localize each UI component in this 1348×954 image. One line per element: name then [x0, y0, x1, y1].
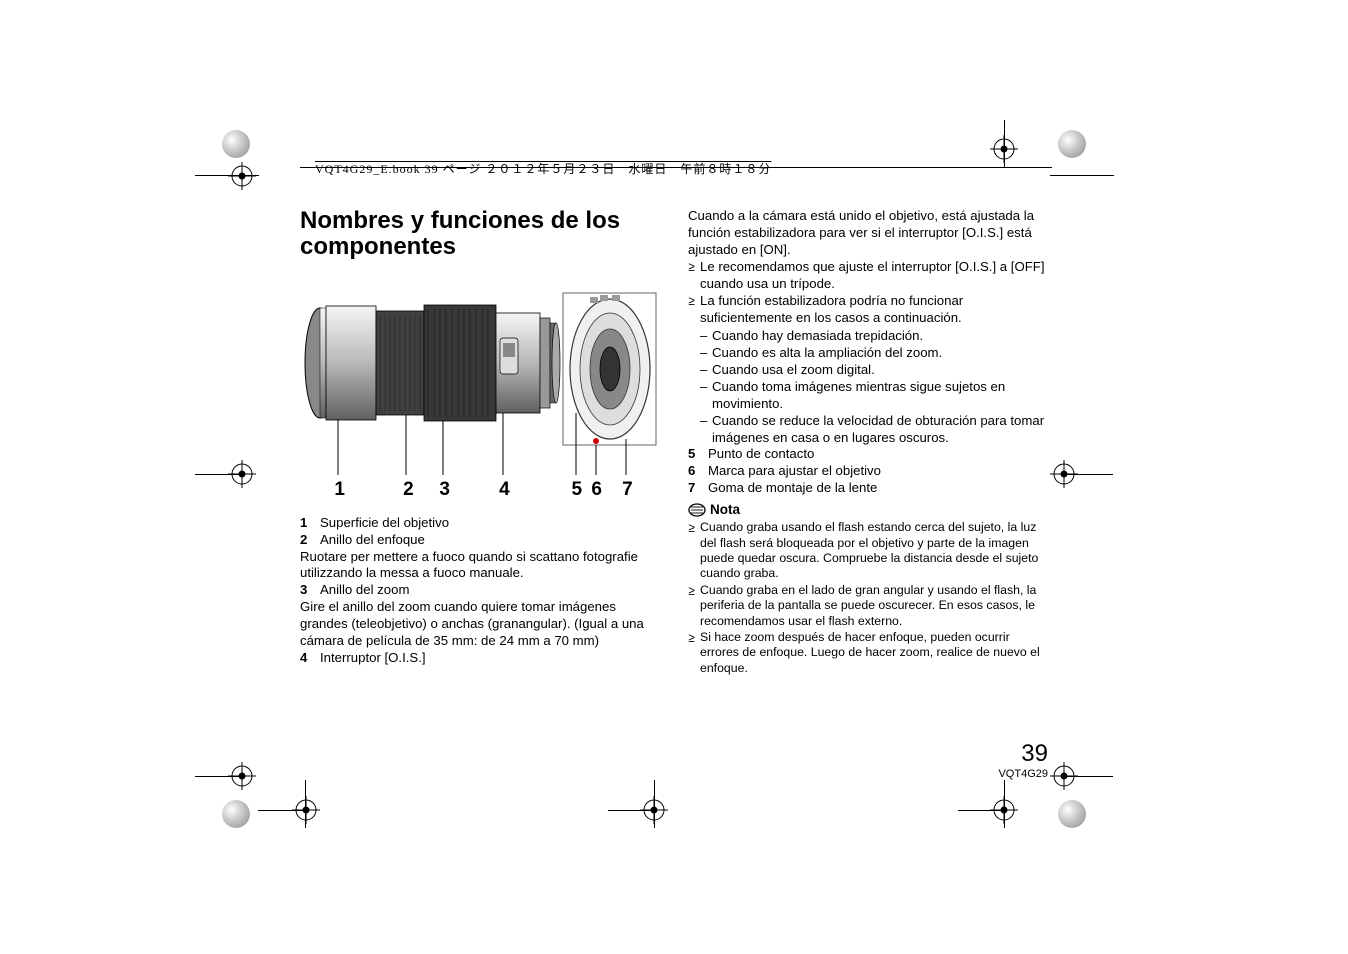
regmark-ball — [1058, 130, 1086, 158]
item-label: Superficie del objetivo — [320, 515, 449, 530]
numbered-item: 3Anillo del zoom — [300, 582, 662, 599]
regmark-cross — [228, 162, 256, 190]
crop-line — [195, 474, 243, 475]
page-title: Nombres y funciones de los componentes — [300, 208, 662, 261]
nota-heading: Nota — [688, 501, 1050, 518]
figure-callout-number: 2 — [403, 479, 414, 501]
item-number: 7 — [688, 480, 708, 497]
item-number: 3 — [300, 582, 320, 599]
crop-line — [195, 776, 243, 777]
numbered-item: 7Goma de montaje de la lente — [688, 480, 1050, 497]
regmark-ball — [1058, 800, 1086, 828]
figure-callout-number: 3 — [439, 479, 450, 501]
dash-item: Cuando usa el zoom digital. — [700, 362, 1050, 379]
crop-line — [1050, 175, 1114, 176]
numbered-item: 4Interruptor [O.I.S.] — [300, 650, 662, 667]
figure-callout-number: 5 — [572, 479, 583, 501]
left-body-text: 1Superficie del objetivo2Anillo del enfo… — [300, 515, 662, 667]
note-icon — [688, 503, 706, 517]
crop-line — [258, 810, 306, 811]
dash-item: Cuando toma imágenes mientras sigue suje… — [700, 379, 1050, 413]
lens-diagram: 1 2 3 4 567 — [300, 283, 662, 501]
item-label: Punto de contacto — [708, 446, 814, 461]
nota-label: Nota — [710, 501, 740, 518]
item-label: Goma de montaje de la lente — [708, 480, 877, 495]
item-number: 6 — [688, 463, 708, 480]
right-dash-list: Cuando hay demasiada trepidación.Cuando … — [688, 328, 1050, 446]
item-number: 1 — [300, 515, 320, 532]
figure-callout-number: 4 — [499, 479, 510, 501]
crop-line — [1004, 120, 1005, 168]
regmark-ball — [222, 130, 250, 158]
left-column: Nombres y funciones de los componentes — [300, 208, 662, 677]
item-label: Anillo del zoom — [320, 582, 409, 597]
item-label: Anillo del enfoque — [320, 532, 425, 547]
item-number: 5 — [688, 446, 708, 463]
numbered-item: 2Anillo del enfoque — [300, 532, 662, 549]
crop-line — [958, 810, 1006, 811]
crop-line — [654, 780, 655, 828]
nota-bullet-item: Si hace zoom después de hacer enfoque, p… — [688, 630, 1050, 676]
item-description: Gire el anillo del zoom cuando quiere to… — [300, 599, 662, 650]
bullet-item: Le recomendamos que ajuste el interrupto… — [688, 259, 1050, 293]
figure-callout-number: 7 — [622, 479, 633, 501]
item-number: 4 — [300, 650, 320, 667]
right-body-text: Cuando a la cámara está unido el objetiv… — [688, 208, 1050, 676]
item-number: 2 — [300, 532, 320, 549]
regmark-ball — [222, 800, 250, 828]
dash-item: Cuando es alta la ampliación del zoom. — [700, 345, 1050, 362]
right-bullet-list: Le recomendamos que ajuste el interrupto… — [688, 259, 1050, 328]
nota-bullet-list: Cuando graba usando el flash estando cer… — [688, 520, 1050, 676]
crop-line — [1004, 780, 1005, 828]
page-number: 39 — [1021, 740, 1048, 768]
doc-id: VQT4G29 — [998, 768, 1048, 780]
figure-callout-number: 6 — [591, 479, 602, 501]
dash-item: Cuando hay demasiada trepidación. — [700, 328, 1050, 345]
crop-line — [195, 175, 259, 176]
numbered-item: 6Marca para ajustar el objetivo — [688, 463, 1050, 480]
numbered-item: 5Punto de contacto — [688, 446, 1050, 463]
nota-bullet-item: Cuando graba usando el flash estando cer… — [688, 520, 1050, 581]
crop-line — [305, 780, 306, 828]
nota-bullet-item: Cuando graba en el lado de gran angular … — [688, 583, 1050, 629]
crop-line — [1065, 776, 1113, 777]
figure-callout-number: 1 — [334, 479, 345, 501]
item-label: Interruptor [O.I.S.] — [320, 650, 426, 665]
right-intro: Cuando a la cámara está unido el objetiv… — [688, 208, 1050, 259]
crop-line — [1065, 474, 1113, 475]
item-label: Marca para ajustar el objetivo — [708, 463, 881, 478]
numbered-item: 1Superficie del objetivo — [300, 515, 662, 532]
right-column: Cuando a la cámara está unido el objetiv… — [688, 208, 1050, 677]
bullet-item: La función estabilizadora podría no func… — [688, 293, 1050, 327]
item-description: Ruotare per mettere a fuoco quando si sc… — [300, 549, 662, 583]
dash-item: Cuando se reduce la velocidad de obturac… — [700, 413, 1050, 447]
header-text: VQT4G29_E.book 39 ページ ２０１２年５月２３日 水曜日 午前８… — [315, 160, 771, 177]
crop-line — [608, 810, 656, 811]
